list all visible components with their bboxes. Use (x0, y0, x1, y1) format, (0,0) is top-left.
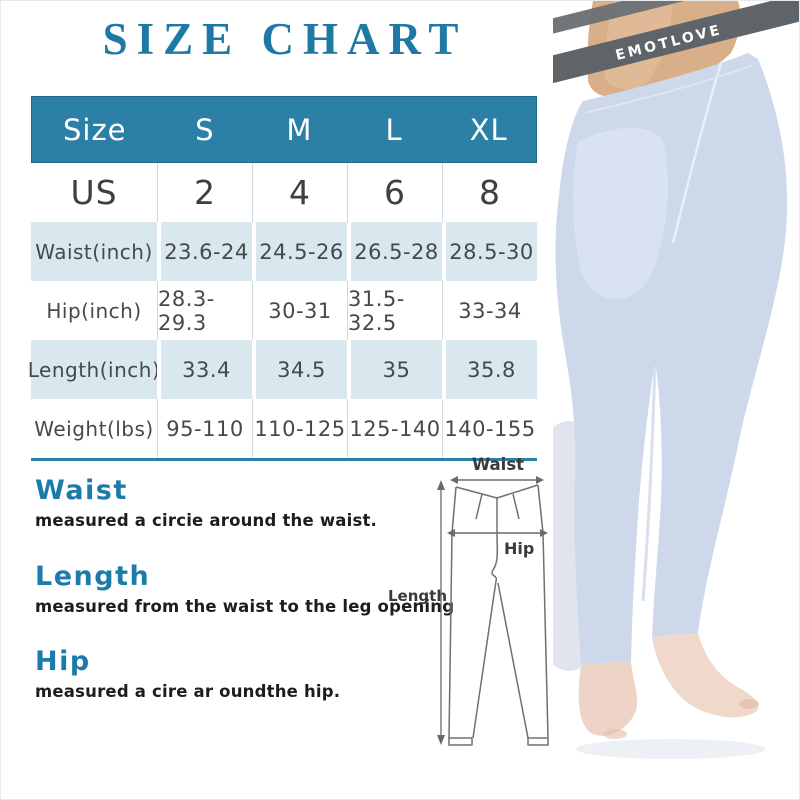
back-foot (578, 661, 638, 736)
diagram-waist-label: Waist (472, 455, 524, 474)
definition-length: Length measured from the waist to the le… (35, 561, 454, 616)
definition-description: measured from the waist to the leg openi… (35, 597, 455, 616)
page-title: SIZE CHART (102, 14, 468, 64)
table-row-hip: Hip(inch) 28.3-29.3 30-31 31.5-32.5 33-3… (31, 281, 537, 340)
row-label: US (31, 163, 157, 222)
leggings-back-seam (671, 62, 723, 244)
table-cell: 26.5-28 (347, 222, 442, 281)
col-header-s: S (195, 112, 215, 147)
table-cell: 8 (442, 163, 537, 222)
table-cell: 28.3-29.3 (157, 281, 252, 340)
length-arrow (437, 480, 445, 745)
table-cell: 110-125 (252, 399, 347, 458)
table-cell: 33.4 (157, 340, 252, 399)
inner-leg-shade (641, 360, 657, 602)
leggings-hip-highlight (573, 127, 668, 300)
table-cell: 24.5-26 (252, 222, 347, 281)
row-label: Waist(inch) (31, 222, 157, 281)
table-cell: 2 (157, 163, 252, 222)
front-foot (652, 633, 759, 718)
table-cell: 33-34 (442, 281, 537, 340)
table-cell: 31.5-32.5 (347, 281, 442, 340)
definition-term: Hip (35, 646, 91, 677)
col-header-m: M (286, 112, 313, 147)
size-table: Size S M L XL US 2 4 6 8 Waist(inch) 23.… (28, 96, 537, 461)
table-cell: 23.6-24 (157, 222, 252, 281)
hip-arrow (447, 529, 548, 537)
col-header-xl: XL (469, 112, 508, 147)
definition-term: Waist (35, 475, 128, 506)
col-header-size: Size (62, 112, 127, 147)
back-foot-toes (603, 729, 627, 739)
floor-shadow (576, 739, 766, 759)
diagram-length-label: Length (388, 587, 447, 605)
leggings-measurement-diagram: Waist Length (388, 455, 549, 746)
front-foot-toes (739, 699, 759, 709)
waistband-seam (584, 64, 754, 114)
definition-description: measured a circie around the waist. (35, 511, 378, 530)
table-cell: 30-31 (252, 281, 347, 340)
table-cell: 35.8 (442, 340, 537, 399)
table-cell: 95-110 (157, 399, 252, 458)
table-cell: 6 (347, 163, 442, 222)
definition-term: Length (35, 561, 151, 592)
table-cell: 125-140 (347, 399, 442, 458)
table-cell: 28.5-30 (442, 222, 537, 281)
row-label: Length(inch) (28, 340, 160, 399)
waist-arrow (450, 476, 544, 484)
table-cell: 140-155 (442, 399, 537, 458)
table-cell: 35 (347, 340, 442, 399)
table-cell: 4 (252, 163, 347, 222)
table-row-waist: Waist(inch) 23.6-24 24.5-26 26.5-28 28.5… (31, 222, 537, 281)
row-label: Hip(inch) (31, 281, 157, 340)
definition-waist: Waist measured a circie around the waist… (35, 475, 377, 530)
table-header-row: Size S M L XL (31, 96, 537, 163)
diagram-hip-label: Hip (504, 539, 534, 558)
table-row-weight: Weight(lbs) 95-110 110-125 125-140 140-1… (31, 399, 537, 458)
table-cell: 34.5 (252, 340, 347, 399)
definition-description: measured a cire ar oundthe hip. (35, 682, 341, 701)
row-label: Weight(lbs) (31, 399, 157, 458)
table-row-us: US 2 4 6 8 (31, 163, 537, 222)
leggings-outline (448, 484, 549, 746)
model-photo: EMOTLOVE (553, 1, 799, 759)
col-header-l: L (385, 112, 403, 147)
definition-hip: Hip measured a cire ar oundthe hip. (35, 646, 340, 701)
table-row-length: Length(inch) 33.4 34.5 35 35.8 (28, 340, 537, 399)
